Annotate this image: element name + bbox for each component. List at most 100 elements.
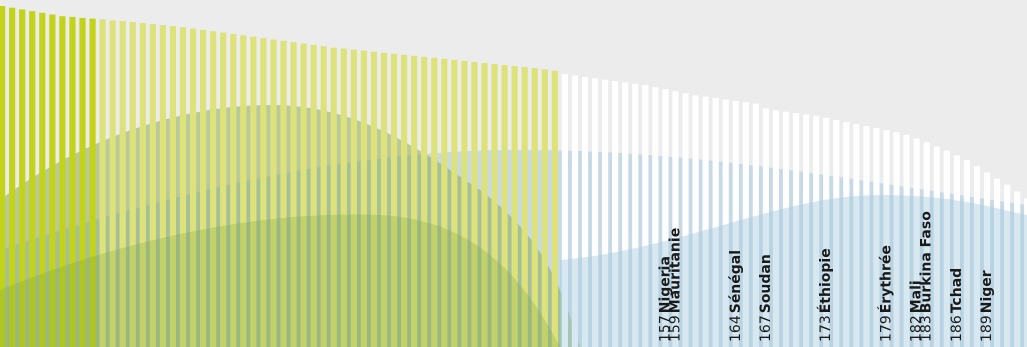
bar [933,146,940,347]
bar [210,31,217,347]
rank-number: 157 [657,315,673,342]
country-label: 182 Mali [909,280,925,342]
bar [702,96,709,347]
bar [762,108,769,347]
country-label: 159 Mauritanie [668,228,684,342]
bar [149,24,156,347]
bar [1014,191,1021,347]
bar [501,64,508,347]
bar [19,9,26,347]
bar [0,6,6,347]
country-name: Éthiopie [817,248,834,313]
bar [481,62,488,347]
bar [260,38,267,347]
bar [622,82,629,347]
rank-number: 164 [728,315,744,342]
bar [792,113,800,347]
bar [240,35,247,347]
bar [863,126,870,347]
country-name: Mauritanie [668,228,684,313]
bar [340,48,347,347]
bar [310,44,317,347]
bar [903,134,910,347]
bar [813,115,820,347]
bar [159,25,166,347]
bar [230,33,237,347]
foreground-waves [0,195,1027,347]
bar [581,76,589,347]
bar [330,47,337,347]
bar [682,93,689,347]
bar [250,36,257,347]
bar [973,166,981,347]
bar [843,121,850,347]
bar [652,87,659,347]
bar [642,85,649,347]
bar [411,55,418,347]
country-label: 164 Sénégal [728,250,744,342]
bar [270,39,277,347]
bar [380,52,388,347]
bar [290,42,297,347]
bar [591,78,599,347]
bar [521,67,528,347]
bar [873,128,880,347]
bar [109,20,116,347]
country-name: Soudan [758,254,774,313]
rank-number: 173 [818,315,834,342]
bar-series [0,6,1027,347]
bar [551,70,558,347]
bar [491,63,498,347]
bar [953,155,960,347]
bar [883,130,890,347]
country-label: 186 Tchad [949,268,965,342]
bar [732,100,739,347]
bar [913,138,920,347]
bar [662,89,669,347]
bar [531,68,538,347]
bar [220,32,227,347]
bar [561,74,568,347]
country-name: Burkina Faso [919,211,935,313]
bar [451,59,458,347]
bar [300,43,307,347]
country-labels: 157 Nigeria 159 Mauritanie 164 Sénégal 167 Soud… [657,211,995,342]
bar [320,46,327,347]
country-name: Nigeria [657,256,673,313]
bar [1004,184,1011,347]
bar [511,66,518,347]
bar [833,119,840,347]
bar [471,61,478,347]
bar [441,58,448,347]
bar [692,95,699,347]
rank-number: 167 [758,315,774,342]
rank-number: 179 [879,315,895,342]
bar [139,23,146,347]
bar [39,12,46,347]
bar [9,7,16,347]
country-name: Niger [979,270,995,313]
country-label: 183 Burkina Faso [919,211,935,342]
country-label: 167 Soudan [758,254,774,342]
bar [49,14,56,347]
bar [612,81,619,347]
wave-green-overlay [0,214,560,347]
bar [401,54,408,347]
bar [59,16,66,347]
bar [129,22,136,347]
bar [280,40,287,347]
country-label: 157 Nigeria [657,256,673,342]
country-label: 173 Éthiopie [817,248,834,342]
bar [189,28,197,347]
bar [963,160,970,347]
bar [893,132,900,347]
rank-number: 159 [668,315,684,342]
country-label: 179 Érythrée [878,245,895,342]
bar [983,172,991,347]
bar [712,98,719,347]
bar [89,18,96,347]
bar [782,111,790,347]
bar [390,53,398,347]
